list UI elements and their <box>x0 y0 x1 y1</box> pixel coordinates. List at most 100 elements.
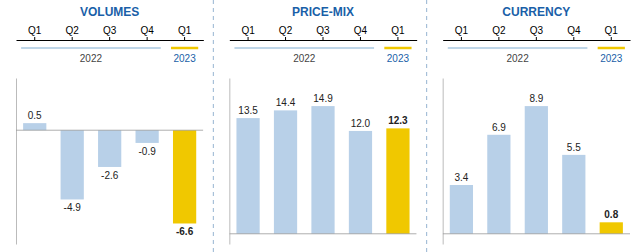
data-label: 13.5 <box>238 105 258 116</box>
x-tick-label: Q3 <box>530 25 544 36</box>
x-tick: Q3 <box>530 25 544 40</box>
data-label: 0.5 <box>28 110 42 121</box>
x-axis-line <box>17 40 204 41</box>
bar <box>98 130 121 167</box>
data-label: -0.9 <box>139 146 157 157</box>
x-tick-mark <box>147 37 148 40</box>
year-underline <box>384 47 411 50</box>
x-tick-mark <box>109 37 110 40</box>
separator <box>426 0 427 252</box>
x-tick-mark <box>461 37 462 40</box>
x-tick: Q2 <box>66 25 80 40</box>
data-label: -6.6 <box>176 226 194 237</box>
bar <box>61 130 84 199</box>
data-labels: 0.5 -4.9 -2.6 -0.9 -6.6 <box>28 110 194 237</box>
annotation: 2023 <box>600 53 623 64</box>
separator <box>213 0 214 252</box>
x-tick-label: Q1 <box>455 25 469 36</box>
x-tick: Q3 <box>103 25 117 40</box>
bar <box>600 222 623 233</box>
x-tick-label: Q2 <box>279 25 293 36</box>
data-label: 6.9 <box>492 122 506 133</box>
x-axis-line <box>230 40 417 41</box>
x-tick-label: Q4 <box>354 25 368 36</box>
x-tick-label: Q4 <box>140 25 154 36</box>
x-tick: Q1 <box>241 25 255 40</box>
x-tick-label: Q3 <box>103 25 117 36</box>
y-axis <box>16 79 17 245</box>
zero-line <box>16 130 203 131</box>
bar <box>386 128 409 233</box>
x-tick-label: Q1 <box>178 25 192 36</box>
data-labels: 13.5 14.4 14.9 12.0 12.3 <box>238 93 408 129</box>
x-tick-label: Q2 <box>66 25 80 36</box>
zero-line <box>229 233 416 234</box>
x-axis-line <box>443 40 630 41</box>
bars <box>229 106 416 234</box>
annotation: 2023 <box>387 53 410 64</box>
data-label: 12.3 <box>388 115 408 126</box>
x-tick-label: Q1 <box>605 25 619 36</box>
bar <box>562 155 585 234</box>
x-tick-mark <box>285 37 286 40</box>
y-axis-line <box>16 79 17 245</box>
year-underline <box>598 47 625 50</box>
x-axis: Q1 Q2 Q3 Q4 Q1 <box>230 25 417 41</box>
y-axis <box>443 79 444 245</box>
x-tick: Q1 <box>391 25 405 40</box>
bar <box>450 185 473 234</box>
y-axis-line <box>229 79 230 245</box>
bar <box>136 130 159 143</box>
x-tick-mark <box>397 37 398 40</box>
bar <box>23 123 46 130</box>
x-axis: Q1 Q2 Q3 Q4 Q1 <box>17 25 204 41</box>
x-tick-label: Q2 <box>492 25 506 36</box>
annotation: 2023 <box>173 53 196 64</box>
x-tick-mark <box>573 37 574 40</box>
title: VOLUMES <box>80 5 139 19</box>
x-tick: Q2 <box>492 25 506 40</box>
x-tick: Q1 <box>605 25 619 40</box>
x-tick-label: Q1 <box>28 25 42 36</box>
bars <box>443 106 630 234</box>
data-label: 14.4 <box>276 97 296 108</box>
annotation: 2022 <box>80 53 103 64</box>
x-tick-mark <box>536 37 537 40</box>
data-label: 3.4 <box>454 172 468 183</box>
x-tick-label: Q3 <box>316 25 330 36</box>
data-label: -4.9 <box>64 202 82 213</box>
y-axis-line <box>443 79 444 245</box>
data-label: 5.5 <box>567 142 581 153</box>
x-tick-mark <box>72 37 73 40</box>
x-tick: Q1 <box>178 25 192 40</box>
year-underline <box>234 47 374 49</box>
x-tick: Q4 <box>140 25 154 40</box>
annotation: 2022 <box>293 53 316 64</box>
x-tick: Q2 <box>279 25 293 40</box>
data-label: 14.9 <box>313 93 333 104</box>
annotation: 2022 <box>506 53 529 64</box>
zero-line <box>443 233 630 234</box>
x-tick: Q1 <box>28 25 42 40</box>
y-axis <box>229 79 230 245</box>
bar <box>274 110 297 233</box>
panel: CURRENCYQ1Q2Q3Q4Q1202220233.46.98.95.50.… <box>443 5 631 245</box>
x-tick-mark <box>323 37 324 40</box>
data-label: -2.6 <box>101 170 119 181</box>
x-tick-mark <box>360 37 361 40</box>
bar <box>236 118 259 234</box>
x-tick-mark <box>184 37 185 40</box>
x-tick-mark <box>248 37 249 40</box>
x-axis: Q1 Q2 Q3 Q4 Q1 <box>443 25 630 41</box>
x-tick-label: Q1 <box>391 25 405 36</box>
title: CURRENCY <box>502 5 570 19</box>
panel: PRICE-MIXQ1Q2Q3Q4Q12022202313.514.414.91… <box>229 5 417 245</box>
x-tick-mark <box>34 37 35 40</box>
bar <box>173 130 196 223</box>
chart-root: VOLUMES Q1 Q2 Q3 Q4 Q1 2022 2023 0.5 -4.9 -2.6 -0.9… <box>0 0 640 252</box>
x-tick-label: Q4 <box>567 25 581 36</box>
data-label: 12.0 <box>351 118 371 129</box>
x-tick-mark <box>498 37 499 40</box>
x-tick: Q3 <box>316 25 330 40</box>
year-underline <box>171 47 198 50</box>
